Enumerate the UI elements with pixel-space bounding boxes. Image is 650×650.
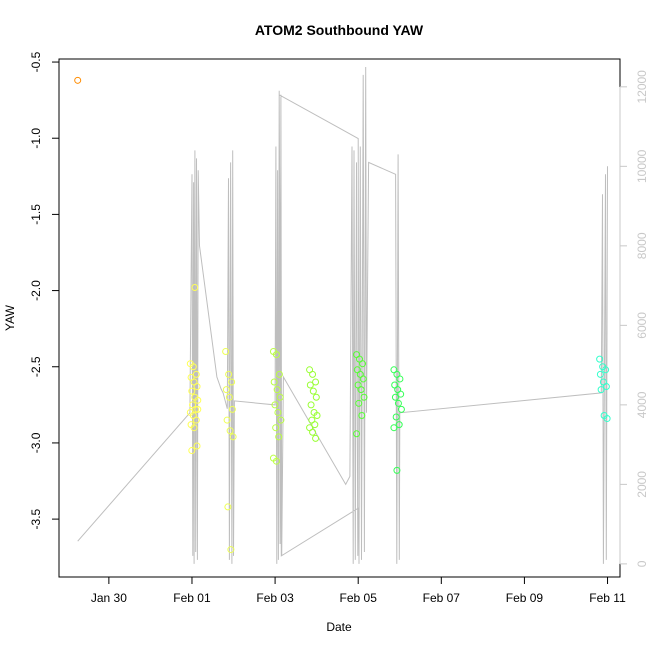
scatter-point bbox=[353, 430, 361, 438]
y-axis: -0.5 -1.0 -1.5 -2.0 -2.5 -3.0 -3.5 bbox=[29, 51, 60, 529]
scatter-point bbox=[272, 424, 280, 432]
y2-tick-label: 8000 bbox=[635, 232, 649, 259]
scatter-point bbox=[192, 370, 200, 378]
scatter-point bbox=[189, 363, 197, 371]
y2-tick-label: 6000 bbox=[635, 312, 649, 339]
scatter-point bbox=[394, 399, 402, 407]
scatter-point bbox=[270, 378, 278, 386]
scatter-point bbox=[271, 401, 279, 409]
y-tick-label: -2.5 bbox=[29, 356, 43, 377]
scatter-point bbox=[273, 386, 281, 394]
scatter-point bbox=[396, 375, 404, 383]
scatter-point bbox=[272, 457, 280, 465]
y-tick-label: -3.0 bbox=[29, 432, 43, 453]
scatter-point bbox=[602, 383, 610, 391]
scatter-point bbox=[191, 284, 199, 292]
scatter-point bbox=[359, 375, 367, 383]
x-tick-label: Feb 11 bbox=[589, 591, 626, 605]
scatter-point bbox=[360, 393, 368, 401]
scatter-point bbox=[397, 405, 405, 413]
scatter-point bbox=[275, 370, 283, 378]
scatter-point bbox=[313, 412, 321, 420]
y2-tick-label: 4000 bbox=[635, 391, 649, 418]
x-axis-label: Date bbox=[326, 620, 352, 634]
scatter-point bbox=[277, 416, 285, 424]
scatter-point bbox=[357, 386, 365, 394]
y-tick-label: -0.5 bbox=[29, 51, 43, 72]
scatter-point bbox=[228, 405, 236, 413]
scatter-point bbox=[192, 416, 200, 424]
scatter-point bbox=[225, 393, 233, 401]
y2-axis: 0 2000 4000 6000 8000 10000 12000 bbox=[619, 70, 649, 567]
y-tick-label: -2.0 bbox=[29, 280, 43, 301]
scatter-point bbox=[358, 412, 366, 420]
scatter-point bbox=[311, 421, 319, 429]
line-series-layer bbox=[77, 66, 608, 564]
x-tick-label: Feb 05 bbox=[340, 591, 378, 605]
plot-area-frame bbox=[58, 58, 621, 578]
line-series bbox=[77, 66, 608, 564]
scatter-point bbox=[306, 381, 314, 389]
scatter-point bbox=[309, 387, 317, 395]
x-tick-label: Feb 07 bbox=[423, 591, 461, 605]
y2-tick-label: 10000 bbox=[635, 149, 649, 183]
x-tick-label: Feb 09 bbox=[506, 591, 544, 605]
scatter-point bbox=[391, 393, 399, 401]
scatter-point bbox=[226, 427, 234, 435]
scatter-point bbox=[224, 503, 232, 511]
scatter-point bbox=[390, 424, 398, 432]
scatter-point bbox=[188, 447, 196, 455]
scatter-point bbox=[355, 399, 363, 407]
scatter-point bbox=[276, 393, 284, 401]
scatter-point bbox=[597, 386, 605, 394]
scatter-point bbox=[309, 428, 317, 436]
scatter-point bbox=[190, 424, 198, 432]
scatter-point bbox=[222, 386, 230, 394]
y-tick-label: -1.5 bbox=[29, 204, 43, 225]
scatter-point bbox=[274, 408, 282, 416]
scatter-point bbox=[193, 383, 201, 391]
scatter-point bbox=[309, 370, 317, 378]
scatter-point bbox=[229, 433, 237, 441]
scatter-point bbox=[225, 370, 233, 378]
scatter-point bbox=[227, 546, 235, 554]
scatter-point bbox=[393, 466, 401, 474]
y2-tick-label: 0 bbox=[635, 560, 649, 567]
scatter-point bbox=[188, 387, 196, 395]
scatter-point bbox=[193, 442, 201, 450]
scatter-layer bbox=[74, 76, 611, 554]
scatter-point bbox=[395, 421, 403, 429]
scatter-point bbox=[312, 434, 320, 442]
y-tick-label: -1.0 bbox=[29, 128, 43, 149]
scatter-point bbox=[603, 415, 611, 423]
scatter-point bbox=[397, 390, 405, 398]
scatter-point bbox=[312, 378, 320, 386]
x-axis: Jan 30 Feb 01 Feb 03 Feb 05 Feb 07 Feb 09 Feb … bbox=[91, 576, 626, 605]
scatter-point bbox=[596, 370, 604, 378]
scatter-point bbox=[222, 348, 230, 356]
scatter-point bbox=[194, 396, 202, 404]
scatter-point bbox=[275, 433, 283, 441]
y-axis-label: YAW bbox=[3, 304, 17, 331]
y2-tick-label: 12000 bbox=[635, 70, 649, 104]
scatter-point bbox=[194, 405, 202, 413]
scatter-point bbox=[359, 360, 367, 368]
scatter-point bbox=[392, 413, 400, 421]
x-tick-label: Feb 01 bbox=[173, 591, 211, 605]
scatter-point bbox=[223, 416, 231, 424]
scatter-point bbox=[272, 351, 280, 359]
y-tick-label: -3.5 bbox=[29, 508, 43, 529]
x-tick-label: Feb 03 bbox=[256, 591, 294, 605]
scatter-point bbox=[192, 405, 200, 413]
y2-tick-label: 2000 bbox=[635, 471, 649, 498]
scatter-point bbox=[74, 76, 82, 84]
chart-title: ATOM2 Southbound YAW bbox=[255, 22, 424, 38]
scatter-point bbox=[602, 366, 610, 374]
scatter-point bbox=[228, 378, 236, 386]
scatter-point bbox=[596, 355, 604, 363]
scatter-point bbox=[312, 393, 320, 401]
scatter-point bbox=[307, 401, 315, 409]
x-tick-label: Jan 30 bbox=[91, 591, 127, 605]
